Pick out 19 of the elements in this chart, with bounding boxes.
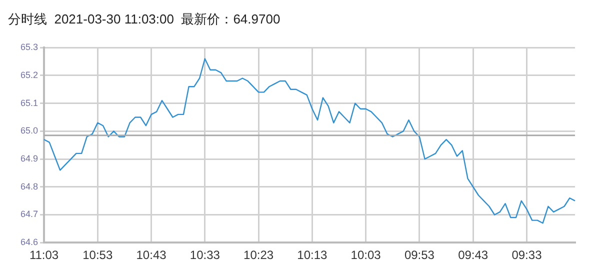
x-tick-label: 10:23 — [244, 248, 274, 262]
x-tick-label: 11:03 — [29, 248, 59, 262]
x-tick-label: 10:13 — [297, 248, 328, 262]
x-tick-label: 10:43 — [136, 248, 167, 262]
y-tick-label: 65.3 — [20, 42, 38, 52]
x-tick-label: 10:03 — [350, 248, 382, 262]
y-tick-label: 65.2 — [20, 70, 38, 80]
x-tick-label: 09:53 — [404, 248, 435, 262]
y-tick-label: 65.1 — [20, 98, 38, 108]
y-tick-label: 64.6 — [20, 237, 38, 248]
y-tick-label: 64.8 — [20, 181, 38, 192]
chart-title: 分时线 2021-03-30 11:03:00 最新价：64.9700 — [8, 11, 280, 26]
x-tick-label: 10:53 — [82, 248, 113, 262]
x-tick-label: 10:33 — [190, 248, 220, 262]
y-tick-label: 64.9 — [20, 154, 38, 164]
y-tick-label: 65.0 — [20, 126, 38, 136]
x-tick-label: 09:43 — [458, 248, 488, 262]
y-tick-label: 64.7 — [20, 209, 38, 220]
x-tick-label: 09:33 — [512, 248, 542, 262]
